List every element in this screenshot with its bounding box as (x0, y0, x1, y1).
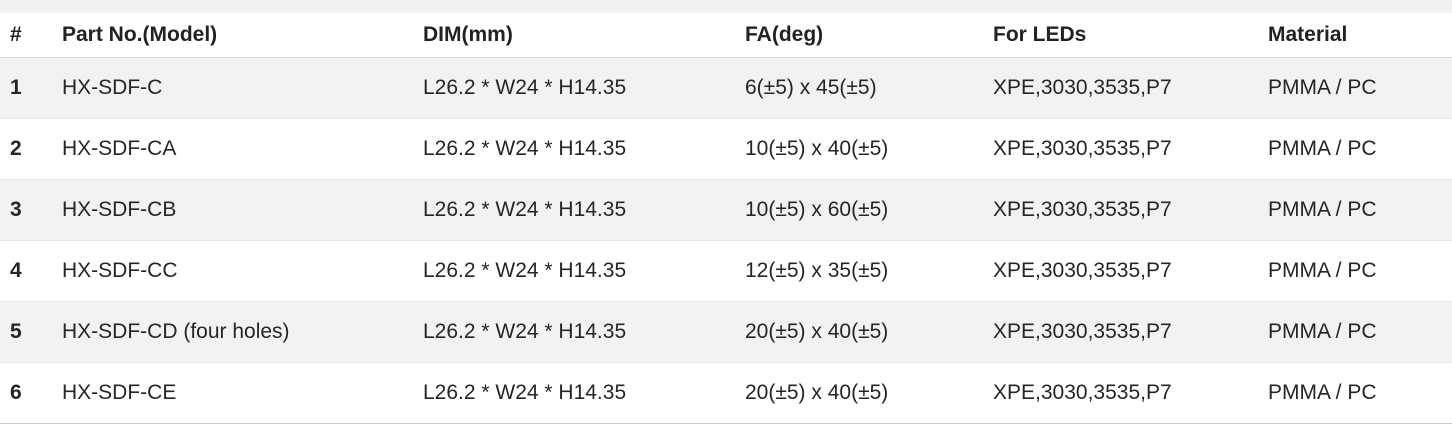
cell-material: PMMA / PC (1268, 319, 1377, 343)
cell-material: PMMA / PC (1268, 136, 1377, 160)
table-row: 1 HX-SDF-C L26.2 * W24 * H14.35 6(±5) x … (0, 57, 1452, 118)
cell-fa: 10(±5) x 60(±5) (745, 197, 889, 221)
cell-part-no: HX-SDF-CB (62, 197, 177, 221)
cell-dim: L26.2 * W24 * H14.35 (423, 75, 627, 99)
cell-fa: 20(±5) x 40(±5) (745, 380, 889, 404)
cell-for-leds: XPE,3030,3535,P7 (993, 136, 1172, 160)
cell-for-leds: XPE,3030,3535,P7 (993, 319, 1172, 343)
table-row: 5 HX-SDF-CD (four holes) L26.2 * W24 * H… (0, 301, 1452, 362)
cell-part-no: HX-SDF-CC (62, 258, 178, 282)
table-body: 1 HX-SDF-C L26.2 * W24 * H14.35 6(±5) x … (0, 57, 1452, 423)
cell-fa: 6(±5) x 45(±5) (745, 75, 877, 99)
table-row: 3 HX-SDF-CB L26.2 * W24 * H14.35 10(±5) … (0, 179, 1452, 240)
column-header-for-leds: For LEDs (983, 13, 1258, 58)
cell-part-no: HX-SDF-CD (four holes) (62, 319, 290, 343)
cell-index: 5 (10, 319, 22, 343)
cell-dim: L26.2 * W24 * H14.35 (423, 136, 627, 160)
column-header-part-no: Part No.(Model) (52, 13, 413, 58)
cell-dim: L26.2 * W24 * H14.35 (423, 319, 627, 343)
cell-part-no: HX-SDF-CE (62, 380, 177, 404)
column-header-fa: FA(deg) (735, 13, 983, 58)
column-header-material: Material (1258, 13, 1452, 58)
cell-dim: L26.2 * W24 * H14.35 (423, 258, 627, 282)
cell-index: 4 (10, 258, 22, 282)
cell-part-no: HX-SDF-CA (62, 136, 177, 160)
table-row: 2 HX-SDF-CA L26.2 * W24 * H14.35 10(±5) … (0, 118, 1452, 179)
column-header-index: # (0, 13, 52, 58)
cell-index: 2 (10, 136, 22, 160)
cell-index: 1 (10, 75, 22, 99)
table-row: 4 HX-SDF-CC L26.2 * W24 * H14.35 12(±5) … (0, 240, 1452, 301)
table-top-band (0, 0, 1452, 13)
cell-material: PMMA / PC (1268, 258, 1377, 282)
cell-for-leds: XPE,3030,3535,P7 (993, 380, 1172, 404)
table-row: 6 HX-SDF-CE L26.2 * W24 * H14.35 20(±5) … (0, 362, 1452, 423)
cell-dim: L26.2 * W24 * H14.35 (423, 380, 627, 404)
cell-fa: 20(±5) x 40(±5) (745, 319, 889, 343)
cell-fa: 10(±5) x 40(±5) (745, 136, 889, 160)
table-header-row: # Part No.(Model) DIM(mm) FA(deg) For LE… (0, 13, 1452, 58)
cell-material: PMMA / PC (1268, 380, 1377, 404)
cell-part-no: HX-SDF-C (62, 75, 163, 99)
cell-for-leds: XPE,3030,3535,P7 (993, 197, 1172, 221)
cell-for-leds: XPE,3030,3535,P7 (993, 75, 1172, 99)
spec-table: # Part No.(Model) DIM(mm) FA(deg) For LE… (0, 13, 1452, 424)
column-header-dim: DIM(mm) (413, 13, 735, 58)
cell-dim: L26.2 * W24 * H14.35 (423, 197, 627, 221)
cell-material: PMMA / PC (1268, 197, 1377, 221)
cell-material: PMMA / PC (1268, 75, 1377, 99)
cell-index: 3 (10, 197, 22, 221)
cell-for-leds: XPE,3030,3535,P7 (993, 258, 1172, 282)
cell-fa: 12(±5) x 35(±5) (745, 258, 889, 282)
cell-index: 6 (10, 380, 22, 404)
